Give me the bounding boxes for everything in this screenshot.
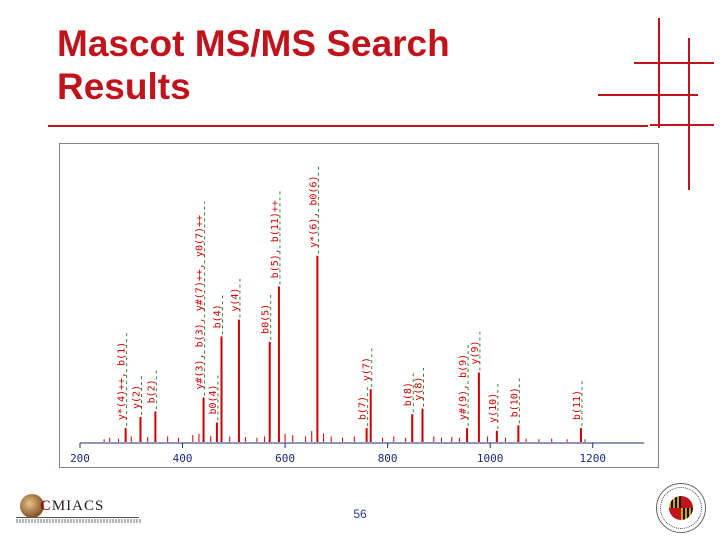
x-tick-label: 200 bbox=[70, 452, 90, 465]
peak-label: b(11) bbox=[572, 390, 583, 420]
peak-label: b(8) bbox=[403, 382, 414, 406]
decorative-grid-line bbox=[658, 18, 660, 128]
peak-label: b0(5) bbox=[261, 304, 272, 334]
slide-title-line2: Results bbox=[57, 66, 191, 107]
peak-label: y(8) bbox=[414, 377, 425, 401]
cmiacs-emblem-icon bbox=[20, 494, 44, 518]
title-underline bbox=[48, 125, 648, 127]
x-tick-label: 800 bbox=[378, 452, 398, 465]
decorative-grid-line bbox=[598, 94, 698, 96]
cmiacs-logo-subtitle bbox=[16, 519, 141, 523]
seal-ring bbox=[660, 487, 702, 529]
decorative-grid-line bbox=[650, 124, 714, 126]
peak-label: y(4) bbox=[230, 288, 241, 312]
peak-label: b(4) bbox=[213, 304, 224, 328]
x-tick-label: 1000 bbox=[477, 452, 504, 465]
decorative-grid-line bbox=[688, 38, 690, 190]
peak-label: y(2) bbox=[132, 385, 143, 409]
x-tick-label: 1200 bbox=[579, 452, 606, 465]
cmiacs-wordmark: CMIACS bbox=[40, 498, 105, 514]
peak-label: y(10) bbox=[488, 393, 499, 423]
cmiacs-logo-rule bbox=[16, 517, 139, 518]
university-seal-icon bbox=[656, 483, 706, 533]
peak-label: y*(6), b0(6) bbox=[308, 175, 319, 247]
peak-label: y(9) bbox=[470, 340, 481, 364]
peak-label: b(2) bbox=[146, 379, 157, 403]
slide-title: Mascot MS/MS Search Results bbox=[57, 22, 450, 108]
peak-label: b(10) bbox=[509, 387, 520, 417]
peak-label: y*(4)++, b(1) bbox=[117, 342, 128, 420]
x-tick-label: 600 bbox=[275, 452, 295, 465]
decorative-grid-line bbox=[634, 62, 714, 64]
seal-shield bbox=[669, 496, 693, 520]
cmiacs-logo: CMIACS bbox=[14, 494, 141, 530]
spectrum-svg: 200 400 600 800 1000 1200 y*(4)++, b(1) y(2) b(2… bbox=[70, 165, 644, 465]
peak-label: b(7) bbox=[358, 396, 369, 420]
peak-label: y(7) bbox=[362, 357, 373, 381]
peak-label: y#(9), b(9) bbox=[458, 354, 469, 420]
x-tick-label: 400 bbox=[173, 452, 193, 465]
peak-label: b(5), b(11)++ bbox=[270, 200, 281, 278]
peak-label: y#(3), b(3), y#(7)++, y0(7)++ bbox=[195, 215, 206, 390]
peak-label: b0(4) bbox=[208, 384, 219, 414]
page-number: 56 bbox=[353, 507, 367, 521]
slide-title-line1: Mascot MS/MS Search bbox=[57, 23, 450, 64]
mass-spectrum-chart: 200 400 600 800 1000 1200 y*(4)++, b(1) y(2) b(2… bbox=[59, 143, 659, 468]
